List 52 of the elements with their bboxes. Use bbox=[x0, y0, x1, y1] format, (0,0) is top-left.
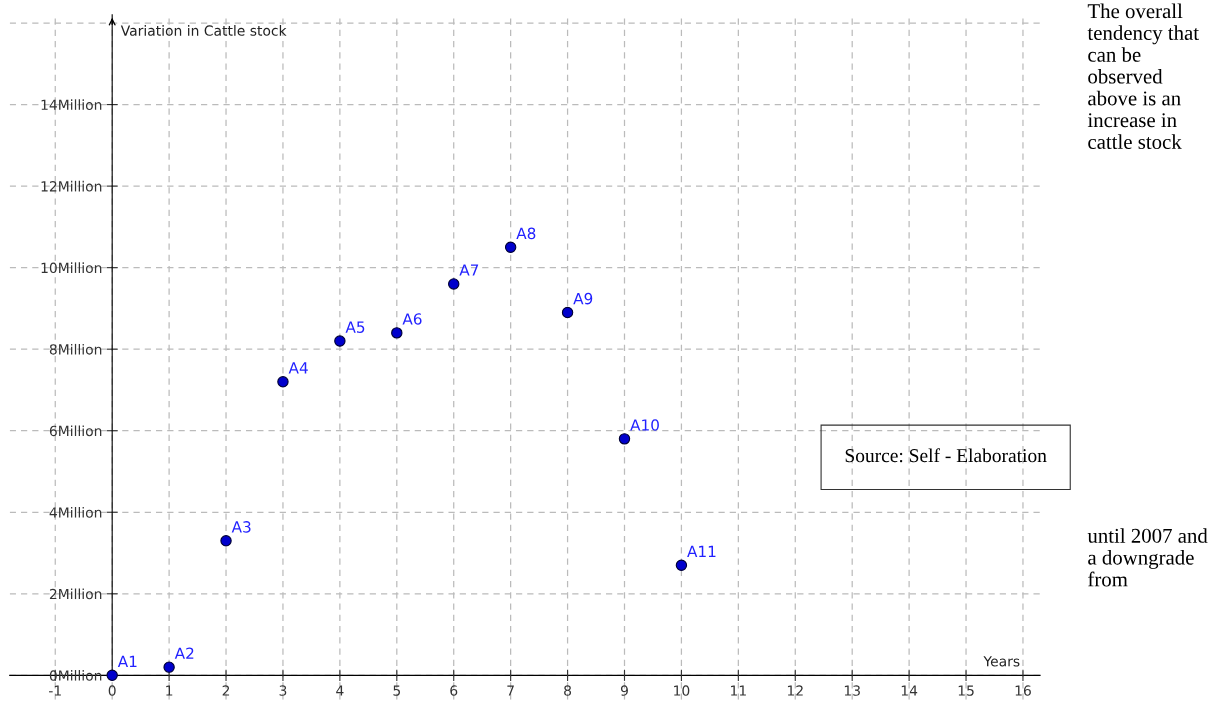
y-axis-title: Variation in Cattle stock bbox=[120, 25, 287, 36]
x-tick-label: 14 bbox=[901, 685, 918, 696]
annotation: A1 bbox=[117, 655, 137, 667]
annotation: A2 bbox=[174, 647, 194, 659]
point bbox=[106, 669, 118, 682]
point bbox=[334, 335, 346, 347]
point bbox=[391, 327, 403, 339]
x-tick-label: 1 bbox=[166, 685, 173, 696]
x-tick-label: 3 bbox=[279, 685, 287, 696]
annotation: A3 bbox=[231, 521, 251, 533]
x-tick-label: 4 bbox=[336, 685, 344, 696]
annotation: A7 bbox=[459, 264, 479, 276]
point bbox=[504, 241, 517, 253]
annotation: A9 bbox=[573, 292, 593, 305]
x-tick-label: 7 bbox=[507, 685, 514, 696]
point bbox=[220, 535, 232, 547]
x-tick-label: 6 bbox=[450, 685, 458, 696]
annotation: A11 bbox=[687, 545, 716, 557]
text: until 2007 and a downgrade from bbox=[1087, 528, 1208, 587]
x-tick-label: 8 bbox=[564, 685, 572, 696]
y-tick-label: 4Million bbox=[49, 506, 102, 518]
x-tick-label: 2 bbox=[222, 685, 230, 696]
x-tick-label: 13 bbox=[844, 685, 860, 696]
point bbox=[277, 376, 289, 388]
y-tick-label: 10Million bbox=[41, 262, 102, 274]
x-tick-label: 5 bbox=[393, 685, 401, 696]
y-tick-label: 14Million bbox=[41, 99, 102, 111]
annotation: A10 bbox=[630, 419, 659, 431]
x-axis-title: Years bbox=[983, 656, 1020, 667]
annotation: A8 bbox=[516, 227, 536, 240]
annotation: A6 bbox=[402, 313, 422, 325]
x-tick-label: 16 bbox=[1015, 685, 1031, 696]
x-tick-label: 15 bbox=[958, 685, 974, 696]
x-tick-label: 11 bbox=[731, 685, 746, 696]
point bbox=[561, 306, 574, 319]
annotation: A4 bbox=[288, 362, 308, 374]
y-tick-label: 2Million bbox=[49, 588, 102, 600]
annotation: Source: Self - Elaboration bbox=[845, 448, 1047, 463]
point bbox=[448, 278, 460, 290]
point bbox=[675, 559, 688, 571]
x-tick-label: 0 bbox=[108, 685, 116, 696]
x-tick-label: -1 bbox=[49, 685, 61, 696]
annotation: A5 bbox=[345, 321, 365, 333]
x-tick-label: 10 bbox=[674, 685, 690, 696]
x-tick-label: 12 bbox=[787, 685, 803, 696]
point bbox=[163, 661, 175, 673]
y-tick-label: 12Million bbox=[41, 180, 102, 192]
y-tick-label: 6Million bbox=[49, 425, 102, 437]
text: The overall tendency that can be observed above is an increase in cattle stock bbox=[1087, 3, 1199, 149]
x-tick-label: 9 bbox=[620, 685, 628, 696]
y-tick-label: 8Million bbox=[49, 343, 102, 355]
point bbox=[618, 433, 631, 445]
